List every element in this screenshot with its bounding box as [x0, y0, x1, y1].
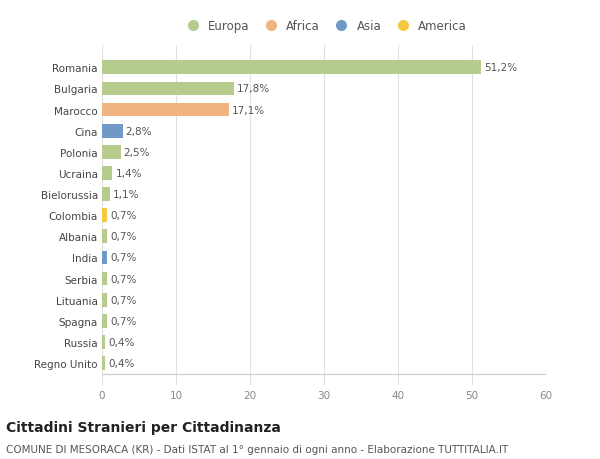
Bar [102, 251, 107, 265]
Text: 2,8%: 2,8% [125, 126, 152, 136]
Bar [102, 167, 112, 180]
Legend: Europa, Africa, Asia, America: Europa, Africa, Asia, America [179, 18, 469, 35]
Bar [102, 230, 107, 244]
Text: 0,4%: 0,4% [108, 358, 134, 368]
Text: 0,7%: 0,7% [110, 316, 137, 326]
Text: COMUNE DI MESORACA (KR) - Dati ISTAT al 1° gennaio di ogni anno - Elaborazione T: COMUNE DI MESORACA (KR) - Dati ISTAT al … [6, 444, 508, 454]
Bar [102, 209, 107, 223]
Bar [102, 336, 105, 349]
Text: 1,1%: 1,1% [113, 190, 140, 200]
Bar [102, 103, 229, 117]
Text: 0,7%: 0,7% [110, 295, 137, 305]
Text: 1,4%: 1,4% [115, 168, 142, 179]
Text: 0,7%: 0,7% [110, 253, 137, 263]
Text: 0,7%: 0,7% [110, 211, 137, 221]
Bar [102, 272, 107, 286]
Text: 0,7%: 0,7% [110, 232, 137, 242]
Bar [102, 124, 123, 138]
Bar [102, 188, 110, 202]
Text: 17,1%: 17,1% [232, 106, 265, 115]
Bar [102, 357, 105, 370]
Text: 2,5%: 2,5% [124, 147, 150, 157]
Bar [102, 146, 121, 159]
Bar [102, 314, 107, 328]
Text: 51,2%: 51,2% [484, 63, 517, 73]
Text: Cittadini Stranieri per Cittadinanza: Cittadini Stranieri per Cittadinanza [6, 420, 281, 434]
Text: 17,8%: 17,8% [236, 84, 270, 94]
Bar [102, 83, 234, 96]
Text: 0,4%: 0,4% [108, 337, 134, 347]
Text: 0,7%: 0,7% [110, 274, 137, 284]
Bar [102, 62, 481, 75]
Bar [102, 293, 107, 307]
